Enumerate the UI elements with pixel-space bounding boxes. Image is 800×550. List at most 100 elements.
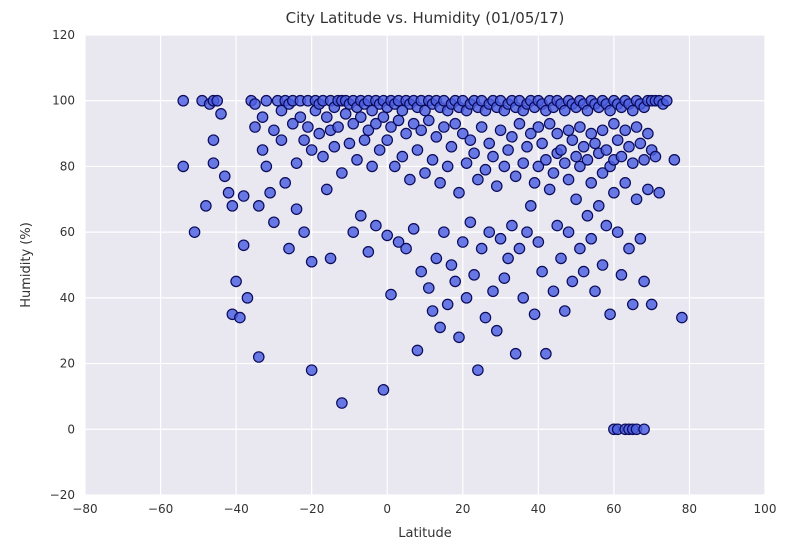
x-tick-label: 60 [606,502,621,516]
data-point [560,306,570,316]
data-point [412,345,422,355]
x-tick-label: −40 [223,502,248,516]
data-point [469,270,479,280]
data-point [514,119,524,129]
data-point [484,227,494,237]
data-point [227,201,237,211]
data-point [473,365,483,375]
data-point [605,309,615,319]
data-point [280,178,290,188]
data-point [522,227,532,237]
data-point [571,151,581,161]
data-point [495,234,505,244]
data-point [582,211,592,221]
data-point [635,138,645,148]
data-point [359,135,369,145]
data-point [416,125,426,135]
data-point [552,128,562,138]
data-point [322,184,332,194]
data-point [454,332,464,342]
data-point [238,240,248,250]
data-point [646,299,656,309]
data-point [650,151,660,161]
y-tick-label: 0 [67,422,75,436]
data-point [548,286,558,296]
data-point [356,211,366,221]
data-point [405,174,415,184]
data-point [461,158,471,168]
data-point [597,260,607,270]
data-point [356,112,366,122]
data-point [586,178,596,188]
data-point [325,253,335,263]
data-point [597,125,607,135]
y-tick-label: 100 [52,94,75,108]
data-point [492,181,502,191]
data-point [620,178,630,188]
scatter-chart: −80−60−40−20020406080100−200204060801001… [0,0,800,550]
data-point [601,145,611,155]
y-tick-label: 60 [60,225,75,239]
data-point [590,138,600,148]
data-point [582,155,592,165]
x-tick-label: −80 [72,502,97,516]
data-point [488,151,498,161]
y-tick-label: 20 [60,357,75,371]
data-point [635,234,645,244]
data-point [567,135,577,145]
data-point [578,142,588,152]
x-tick-label: 40 [531,502,546,516]
x-tick-label: −60 [148,502,173,516]
data-point [461,293,471,303]
data-point [397,151,407,161]
data-point [556,253,566,263]
data-point [537,138,547,148]
data-point [609,188,619,198]
data-point [363,247,373,257]
data-point [556,145,566,155]
data-point [601,220,611,230]
data-point [337,398,347,408]
data-point [616,270,626,280]
data-point [643,128,653,138]
data-point [465,135,475,145]
data-point [450,276,460,286]
data-point [612,227,622,237]
data-point [306,257,316,267]
data-point [314,128,324,138]
data-point [480,165,490,175]
data-point [529,309,539,319]
data-point [257,145,267,155]
data-point [235,312,245,322]
data-point [276,135,286,145]
data-point [669,155,679,165]
data-point [639,424,649,434]
data-point [548,168,558,178]
data-point [575,243,585,253]
data-point [382,135,392,145]
data-point [458,237,468,247]
data-point [427,306,437,316]
data-point [420,168,430,178]
data-point [518,293,528,303]
data-point [450,119,460,129]
data-point [269,217,279,227]
data-point [476,243,486,253]
data-point [242,293,252,303]
data-point [446,260,456,270]
data-point [340,109,350,119]
data-point [643,184,653,194]
data-point [544,119,554,129]
data-point [416,266,426,276]
data-point [533,237,543,247]
data-point [348,227,358,237]
data-point [654,188,664,198]
x-axis-label: Latitude [398,526,452,541]
data-point [424,283,434,293]
data-point [435,178,445,188]
data-point [401,243,411,253]
data-point [662,96,672,106]
data-point [257,112,267,122]
data-point [344,138,354,148]
data-point [507,220,517,230]
